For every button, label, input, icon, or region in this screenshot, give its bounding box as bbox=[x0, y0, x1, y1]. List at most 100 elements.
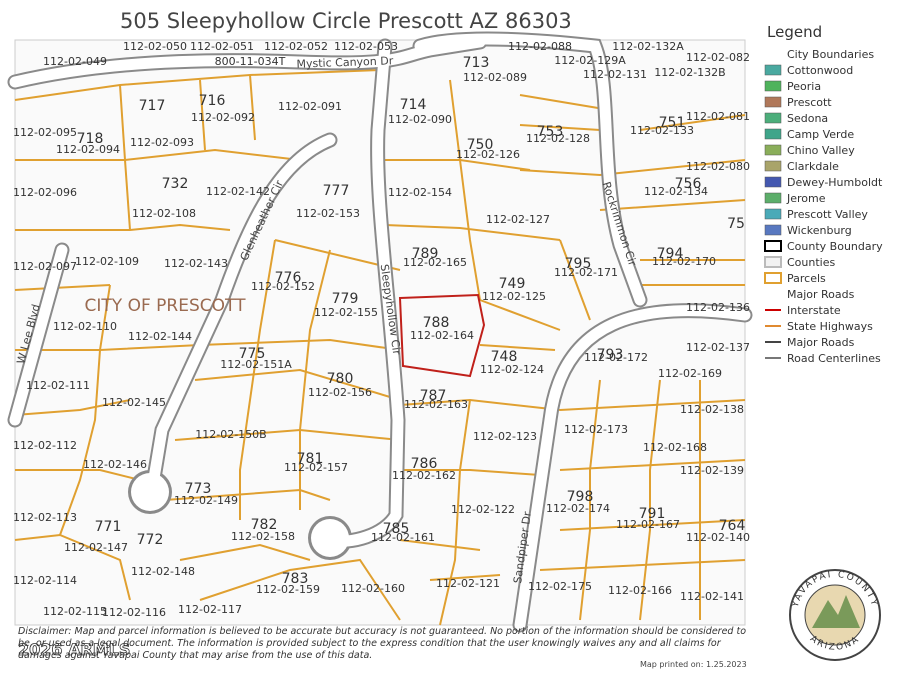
parcel-id: 112-02-088 bbox=[508, 40, 572, 53]
legend-swatch bbox=[764, 240, 782, 252]
parcel-number: 783 bbox=[282, 571, 309, 587]
legend-swatch bbox=[764, 80, 782, 92]
parcel-id: 112-02-113 bbox=[13, 511, 77, 524]
subject-parcel bbox=[398, 293, 486, 378]
legend-swatch bbox=[764, 192, 782, 204]
parcel-id: 112-02-127 bbox=[486, 213, 550, 226]
parcel-id: 112-02-149 bbox=[174, 494, 238, 507]
legend-label: Counties bbox=[787, 256, 835, 269]
parcel-id: 112-02-114 bbox=[13, 574, 77, 587]
parcel-id: 112-02-122 bbox=[451, 503, 515, 516]
parcel-id: 112-02-121 bbox=[436, 577, 500, 590]
parcel-id: 112-02-151A bbox=[220, 358, 292, 371]
legend-label: Cottonwood bbox=[787, 64, 853, 77]
parcel-id: 112-02-132A bbox=[612, 40, 684, 53]
parcel-id: 112-02-112 bbox=[13, 439, 77, 452]
parcel-id: 112-02-169 bbox=[658, 367, 722, 380]
parcel-number: 75 bbox=[727, 216, 745, 232]
parcel-lines bbox=[14, 69, 746, 626]
parcel-id: 112-02-136 bbox=[686, 301, 750, 314]
parcel-number: 788 bbox=[423, 315, 450, 331]
parcel-id: 112-02-173 bbox=[564, 423, 628, 436]
legend-swatch bbox=[764, 160, 782, 172]
legend-swatch bbox=[764, 128, 782, 140]
parcel-id: 112-02-132B bbox=[654, 66, 725, 79]
parcel-number: 717 bbox=[139, 98, 166, 114]
parcel-id: 112-02-140 bbox=[686, 531, 750, 544]
parcel-number: 718 bbox=[77, 131, 104, 147]
legend-label: Peoria bbox=[787, 80, 821, 93]
parcel-number: 787 bbox=[420, 388, 447, 404]
parcel-id: 112-02-128 bbox=[526, 132, 590, 145]
parcel-id: 112-02-172 bbox=[584, 351, 648, 364]
parcel-number: 749 bbox=[499, 276, 526, 292]
parcel-id: 112-02-175 bbox=[528, 580, 592, 593]
parcel-id: 112-02-115 bbox=[43, 605, 107, 618]
legend-label: Clarkdale bbox=[787, 160, 839, 173]
parcel-id: 112-02-159 bbox=[256, 583, 320, 596]
parcel-number: 753 bbox=[537, 124, 564, 140]
parcel-id: 112-02-171 bbox=[554, 266, 618, 279]
parcel-id: 112-02-109 bbox=[75, 255, 139, 268]
parcel-id: 112-02-156 bbox=[308, 386, 372, 399]
parcel-id: 112-02-091 bbox=[278, 100, 342, 113]
legend-label: Dewey-Humboldt bbox=[787, 176, 883, 189]
parcel-number: 777 bbox=[323, 183, 350, 199]
parcel-id: 112-02-108 bbox=[132, 207, 196, 220]
parcel-number: 793 bbox=[597, 347, 624, 363]
legend-label: Major Roads bbox=[787, 336, 855, 349]
parcel-number: 776 bbox=[275, 270, 302, 286]
parcel-id: 112-02-089 bbox=[463, 71, 527, 84]
parcel-labels: 112-02-050 112-02-051 112-02-052 112-02-053… bbox=[13, 40, 750, 619]
legend-swatch bbox=[764, 208, 782, 220]
parcel-id: 112-02-144 bbox=[128, 330, 192, 343]
parcel-id: 112-02-052 bbox=[264, 40, 328, 53]
parcel-id: 112-02-142 bbox=[206, 185, 270, 198]
parcel-id: 112-02-148 bbox=[131, 565, 195, 578]
parcel-id: 112-02-126 bbox=[456, 148, 520, 161]
legend-label: Chino Valley bbox=[787, 144, 855, 157]
parcel-id: 112-02-049 bbox=[43, 55, 107, 68]
parcel-id: 112-02-116 bbox=[102, 606, 166, 619]
parcel-id: 112-02-090 bbox=[388, 113, 452, 126]
legend-label: Prescott Valley bbox=[787, 208, 868, 221]
legend-swatch bbox=[764, 64, 782, 76]
parcel-id: 112-02-050 bbox=[123, 40, 187, 53]
parcel-id: 112-02-141 bbox=[680, 590, 744, 603]
parcel-id: 112-02-139 bbox=[680, 464, 744, 477]
legend-swatch bbox=[764, 176, 782, 188]
parcel-id: 112-02-158 bbox=[231, 530, 295, 543]
parcel-number: 786 bbox=[411, 456, 438, 472]
parcel-id: 112-02-150B bbox=[195, 428, 266, 441]
city-label: CITY OF PRESCOTT bbox=[85, 296, 247, 316]
legend-title: Legend bbox=[767, 23, 822, 41]
parcel-id: 112-02-152 bbox=[251, 280, 315, 293]
legend-label: Major Roads bbox=[787, 288, 855, 301]
parcel-number: 782 bbox=[251, 517, 278, 533]
parcel-id: 112-02-097 bbox=[13, 260, 77, 273]
parcel-id: 112-02-153 bbox=[296, 207, 360, 220]
parcel-id: 112-02-146 bbox=[83, 458, 147, 471]
parcel-id: 112-02-157 bbox=[284, 461, 348, 474]
parcel-id: 112-02-082 bbox=[686, 51, 750, 64]
parcel-id: 800-11-034T bbox=[215, 55, 286, 68]
legend-label: Prescott bbox=[787, 96, 832, 109]
parcel-id: 112-02-123 bbox=[473, 430, 537, 443]
parcel-id: 112-02-138 bbox=[680, 403, 744, 416]
parcel-id: 112-02-110 bbox=[53, 320, 117, 333]
parcel-number: 713 bbox=[463, 55, 490, 71]
parcel-id: 112-02-160 bbox=[341, 582, 405, 595]
parcel-id: 112-02-053 bbox=[334, 40, 398, 53]
legend-swatch bbox=[764, 256, 782, 268]
seal: YAVAPAI COUNTY ARIZONA bbox=[789, 569, 881, 661]
roads bbox=[7, 31, 753, 633]
parcel-number: 785 bbox=[383, 521, 410, 537]
parcel-id: 112-02-155 bbox=[314, 306, 378, 319]
parcel-number: 780 bbox=[327, 371, 354, 387]
legend-label: Parcels bbox=[787, 272, 826, 285]
legend: Legend City Boundaries Cottonwood Peoria Pr… bbox=[764, 23, 883, 365]
legend-label: County Boundary bbox=[787, 240, 883, 253]
parcel-id: 112-02-163 bbox=[404, 398, 468, 411]
